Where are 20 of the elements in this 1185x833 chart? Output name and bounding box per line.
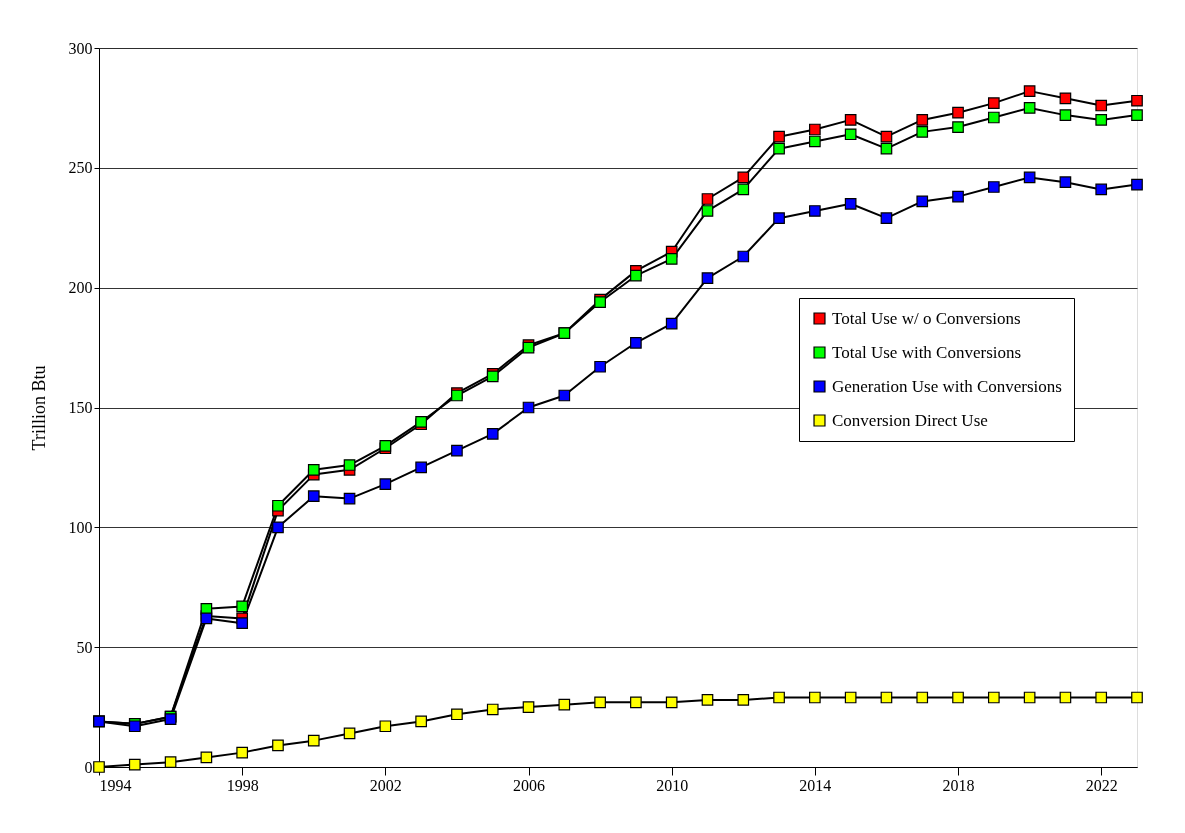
y-tick-label: 300 (68, 39, 93, 57)
y-tick-label: 250 (68, 159, 93, 177)
y-tick-label: 50 (76, 638, 93, 656)
x-tick-label: 2006 (513, 776, 546, 794)
x-tick-label: 2014 (799, 776, 832, 794)
x-tick-label: 2022 (1085, 776, 1118, 794)
y-tick-label: 150 (68, 399, 93, 416)
y-tick-label: 0 (84, 758, 93, 776)
x-tick-label: 2018 (942, 776, 975, 794)
x-tick-label: 2010 (656, 776, 689, 794)
legend-label: Conversion Direct Use (832, 410, 988, 430)
x-tick-label: 1998 (226, 776, 259, 794)
legend-label: Total Use w/ o Conversions (832, 308, 1021, 328)
y-tick-label: 100 (68, 518, 93, 536)
x-tick-label: 1994 (99, 776, 132, 794)
y-tick-label: 200 (68, 279, 93, 297)
x-tick-label: 2002 (369, 776, 402, 794)
legend-label: Total Use with Conversions (832, 342, 1022, 362)
y-axis-title: Trillion Btu (28, 365, 49, 451)
legend-label: Generation Use with Conversions (832, 376, 1062, 396)
